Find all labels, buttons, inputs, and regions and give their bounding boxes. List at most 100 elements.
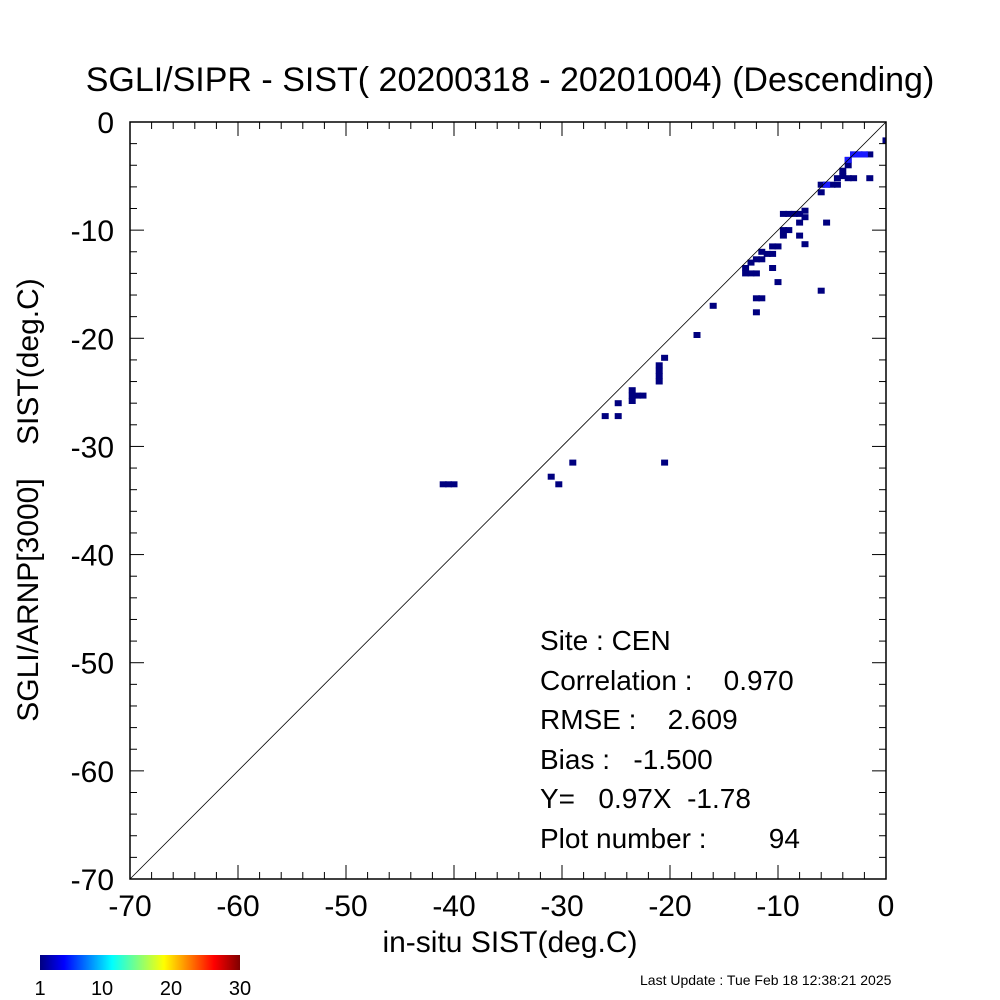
data-cell [614, 400, 622, 407]
data-cell [796, 232, 804, 239]
data-cell [747, 270, 755, 277]
statistics-box: Site : CEN Correlation : 0.970 RMSE : 2.… [540, 625, 800, 854]
data-cell [839, 167, 847, 174]
x-tick-label: -20 [648, 890, 691, 923]
data-cell [709, 302, 717, 309]
one-to-one-line [129, 121, 887, 880]
data-cell [844, 175, 852, 182]
y-tick-label: -60 [71, 756, 114, 789]
data-cell [850, 175, 858, 182]
data-cell [439, 481, 447, 488]
data-cell [661, 354, 669, 361]
colorbar-tick-labels: 1 10 20 30 [34, 978, 251, 1000]
data-cell [779, 232, 787, 239]
stat-plot-number: Plot number : 94 [540, 823, 800, 854]
data-cell [758, 256, 766, 263]
data-cell [801, 207, 809, 214]
chart-title: SGLI/SIPR - SIST( 20200318 - 20201004) (… [86, 61, 935, 99]
data-cell [779, 210, 787, 217]
stat-bias: Bias : -1.500 [540, 744, 713, 775]
colorbar-gradient [40, 955, 240, 970]
y-tick-label: -30 [71, 431, 114, 464]
data-cell [547, 473, 555, 480]
data-cell [801, 214, 809, 221]
data-cell [866, 175, 874, 182]
data-cell [655, 362, 663, 369]
data-cell [655, 373, 663, 380]
y-tick-label: -70 [71, 864, 114, 897]
x-tick-label: -60 [216, 890, 259, 923]
data-cell [742, 270, 750, 277]
colorbar-tick-label: 30 [229, 978, 251, 1000]
data-cell [450, 481, 458, 488]
data-cell [655, 367, 663, 374]
data-cells [439, 137, 886, 488]
data-cell [779, 227, 787, 234]
data-cell [785, 227, 793, 234]
data-cell [628, 387, 636, 394]
data-cell [796, 219, 804, 226]
data-cell [763, 250, 771, 257]
last-update: Last Update : Tue Feb 18 12:38:21 2025 [640, 972, 892, 988]
data-cell [758, 248, 766, 255]
data-cell [693, 332, 701, 338]
data-cell [769, 265, 777, 271]
colorbar-tick-label: 20 [160, 978, 182, 1000]
data-cell [823, 181, 831, 188]
data-cell [796, 210, 804, 217]
colorbar: 1 10 20 30 [34, 955, 251, 1000]
x-tick-label: 0 [878, 890, 895, 923]
y-tick-label: -40 [71, 540, 114, 573]
data-cell [628, 392, 636, 399]
x-tick-labels: -70 -60 -50 -40 -30 -20 -10 0 [108, 890, 894, 923]
data-cell [752, 295, 760, 302]
data-cell [839, 173, 847, 180]
data-cell [752, 309, 760, 316]
plot-frame [129, 121, 887, 880]
x-tick-label: -10 [756, 890, 799, 923]
data-cell [801, 241, 809, 248]
y-tick-label: -20 [71, 323, 114, 356]
data-cell [866, 151, 874, 158]
stat-site: Site : CEN [540, 625, 671, 656]
data-cell [769, 250, 777, 257]
data-cell [752, 270, 760, 277]
data-cell [844, 162, 852, 169]
axis-ticks [129, 121, 887, 880]
stat-rmse: RMSE : 2.609 [540, 704, 738, 735]
data-cell [823, 219, 831, 226]
stat-correlation: Correlation : 0.970 [540, 665, 794, 696]
data-cell [655, 378, 663, 385]
data-cell [742, 265, 750, 271]
x-tick-label: -30 [540, 890, 583, 923]
y-tick-label: 0 [97, 107, 114, 140]
data-cell [833, 181, 841, 188]
data-cell [817, 181, 825, 188]
data-cell [833, 175, 841, 182]
data-cell [828, 181, 836, 188]
x-axis-label: in-situ SIST(deg.C) [382, 926, 637, 959]
x-tick-label: -40 [432, 890, 475, 923]
stat-regression: Y= 0.97X -1.78 [540, 783, 751, 814]
data-cell [747, 259, 755, 266]
data-cell [758, 295, 766, 302]
data-cell [882, 137, 886, 144]
data-cell [785, 210, 793, 217]
data-cell [628, 398, 636, 404]
y-axis-label: SGLI/ARNP[3000] SIST(deg.C) [12, 278, 45, 722]
data-cell [601, 413, 609, 420]
y-tick-label: -50 [71, 648, 114, 681]
data-cell [817, 189, 825, 196]
data-cell [555, 481, 563, 488]
data-cell [569, 459, 577, 466]
data-cell [661, 459, 669, 466]
colorbar-tick-label: 1 [34, 978, 45, 1000]
y-tick-labels: 0 -10 -20 -30 -40 -50 -60 -70 [71, 107, 114, 897]
y-tick-label: -10 [71, 215, 114, 248]
colorbar-tick-label: 10 [91, 978, 113, 1000]
data-cell [639, 392, 647, 399]
data-cell [752, 256, 760, 263]
data-cell [860, 151, 868, 158]
data-cell [774, 243, 782, 250]
